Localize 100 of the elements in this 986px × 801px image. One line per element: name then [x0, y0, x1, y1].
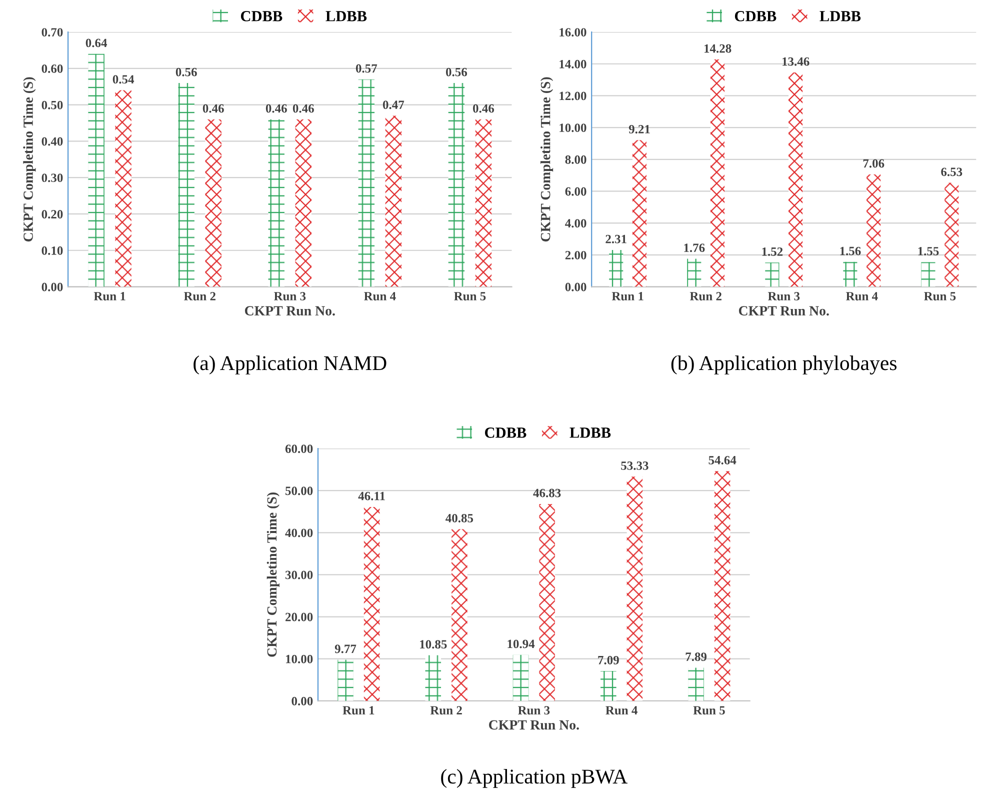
bar — [626, 476, 643, 701]
y-tick-label: 0.00 — [565, 282, 586, 292]
data-label: 13.46 — [782, 57, 810, 66]
data-label: 0.57 — [356, 64, 378, 73]
x-tick-label: Run 5 — [693, 706, 725, 715]
y-tick-label: 60.00 — [285, 444, 313, 454]
text: (a) Application NAMD — [194, 356, 386, 374]
x-tick-label: Run 1 — [342, 706, 374, 715]
y-tick-label: 0.10 — [42, 246, 63, 255]
data-label: 40.85 — [446, 514, 474, 522]
bar — [600, 671, 616, 701]
bar — [475, 119, 492, 287]
x-tick-label: Run 2 — [690, 292, 722, 300]
x-axis-title: CKPT Run No. — [488, 720, 579, 730]
x-tick-label: Run 5 — [454, 292, 486, 300]
bar — [944, 182, 959, 287]
y-tick-label: 0.50 — [42, 100, 63, 110]
y-tick-label: 4.00 — [565, 219, 586, 228]
y-tick-label: 0.00 — [292, 696, 313, 706]
data-label: 0.46 — [202, 104, 224, 113]
bar — [452, 529, 468, 701]
data-label: 46.11 — [358, 492, 385, 500]
bar — [512, 654, 529, 701]
bar — [866, 174, 881, 287]
bar — [609, 250, 624, 287]
data-label: 10.85 — [420, 640, 447, 649]
text: (c) Application pBWA — [441, 769, 628, 788]
data-label: 0.46 — [292, 104, 314, 113]
text: (b) Application phylobayes — [671, 356, 897, 374]
y-tick-label: 0.30 — [42, 174, 63, 182]
bar — [921, 262, 936, 287]
data-label: 14.28 — [704, 44, 732, 53]
data-label: 1.55 — [918, 247, 939, 256]
y-tick-label: 0.40 — [42, 137, 63, 146]
bar — [788, 72, 803, 287]
x-axis-title: CKPT Run No. — [244, 306, 335, 316]
data-label: 0.56 — [176, 68, 197, 76]
data-label: 2.31 — [606, 234, 626, 244]
data-label: 1.56 — [840, 246, 861, 256]
y-axis-title: CKPT Completino Time (S) — [540, 77, 554, 242]
y-tick-label: 16.00 — [560, 28, 586, 37]
y-tick-label: 0.20 — [42, 210, 63, 218]
x-axis-title: CKPT Run No. — [738, 306, 829, 316]
legend-label: CDBB — [240, 11, 282, 22]
x-tick-label: Run 4 — [364, 292, 396, 300]
data-label: 46.83 — [533, 488, 561, 498]
data-label: 7.89 — [686, 652, 707, 662]
bar — [539, 504, 555, 701]
x-tick-label: Run 5 — [924, 292, 956, 300]
bar — [364, 506, 380, 701]
bar — [688, 668, 704, 701]
y-tick-label: 14.00 — [560, 60, 586, 68]
bar — [178, 82, 194, 287]
bar — [714, 471, 730, 701]
x-tick-label: Run 1 — [612, 292, 644, 300]
y-tick-label: 6.00 — [565, 187, 586, 196]
data-label: 9.77 — [334, 644, 356, 654]
x-tick-label: Run 3 — [768, 292, 800, 300]
y-tick-label: 40.00 — [285, 528, 313, 538]
legend-label: CDBB — [485, 428, 526, 438]
bar — [385, 116, 402, 287]
x-tick-label: Run 4 — [606, 706, 638, 715]
y-tick-label: 10.00 — [560, 124, 586, 132]
y-tick-label: 0.60 — [42, 64, 63, 73]
legend-label: CDBB — [734, 11, 776, 22]
bar — [115, 90, 132, 287]
y-tick-label: 50.00 — [286, 486, 313, 496]
legend-label: LDBB — [820, 11, 861, 22]
x-tick-label: Run 3 — [274, 292, 306, 300]
data-label: 0.46 — [473, 104, 494, 113]
bar — [295, 119, 312, 287]
bar — [338, 660, 354, 701]
legend-label: LDBB — [326, 11, 367, 22]
data-label: 0.56 — [446, 68, 468, 76]
bar — [632, 140, 647, 287]
x-tick-label: Run 2 — [184, 292, 216, 300]
x-tick-label: Run 1 — [94, 292, 126, 300]
legend-label: LDBB — [570, 428, 611, 438]
bar — [358, 79, 375, 287]
y-tick-label: 12.00 — [560, 92, 586, 100]
y-tick-label: 8.00 — [565, 155, 586, 164]
bar — [425, 655, 442, 701]
y-tick-label: 0.00 — [42, 282, 63, 292]
data-label: 0.54 — [112, 75, 134, 84]
bar — [268, 119, 284, 287]
bar — [448, 82, 465, 287]
bar — [88, 54, 104, 287]
x-tick-label: Run 2 — [430, 706, 462, 715]
x-tick-label: Run 4 — [846, 292, 878, 300]
data-label: 1.76 — [684, 244, 705, 252]
data-label: 9.21 — [628, 125, 650, 134]
y-axis-title: CKPT Completino Time (S) — [266, 492, 280, 657]
data-label: 54.64 — [708, 456, 736, 464]
data-label: 10.94 — [508, 640, 535, 648]
data-label: 6.53 — [941, 168, 962, 176]
bar — [765, 262, 780, 287]
y-tick-label: 2.00 — [565, 250, 586, 260]
y-tick-label: 0.70 — [42, 28, 63, 37]
data-label: 53.33 — [621, 462, 648, 470]
y-tick-label: 30.00 — [285, 570, 313, 580]
